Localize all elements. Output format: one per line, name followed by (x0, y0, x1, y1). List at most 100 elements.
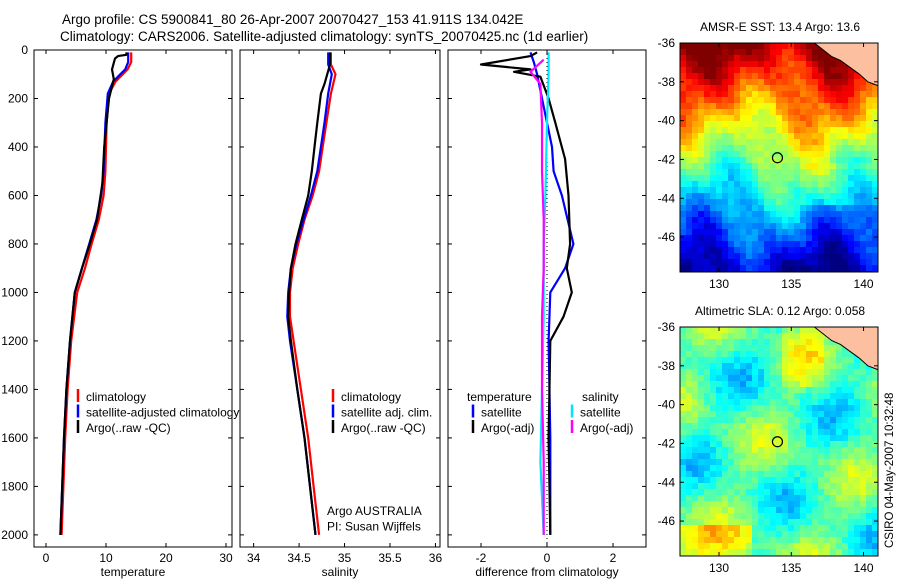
map-cell (848, 543, 854, 549)
map-cell (824, 235, 830, 241)
map-cell (800, 217, 806, 223)
map-cell (800, 199, 806, 205)
map-cell (686, 525, 692, 531)
map-cell (698, 423, 704, 429)
map-cell (842, 139, 848, 145)
map-cell (836, 253, 842, 259)
map-cell (698, 495, 704, 501)
map-cell (812, 411, 818, 417)
map-cell (872, 471, 878, 477)
map-cell (842, 465, 848, 471)
map-cell (704, 73, 710, 79)
map-cell (800, 477, 806, 483)
map-cell (824, 163, 830, 169)
map-cell (794, 109, 800, 115)
map-cell (872, 495, 878, 501)
map-cell (710, 483, 716, 489)
map-cell (686, 453, 692, 459)
map-cell (686, 393, 692, 399)
map-cell (716, 495, 722, 501)
map-cell (716, 405, 722, 411)
map-cell (848, 121, 854, 127)
map-cell (680, 73, 686, 79)
map-cell (854, 253, 860, 259)
map-cell (686, 537, 692, 543)
map-cell (830, 85, 836, 91)
map-cell (818, 369, 824, 375)
map-cell (686, 489, 692, 495)
map-cell (704, 381, 710, 387)
map-cell (800, 513, 806, 519)
map-cell (758, 489, 764, 495)
map-cell (848, 423, 854, 429)
map-cell (830, 519, 836, 525)
map-cell (716, 229, 722, 235)
map-cell (812, 163, 818, 169)
map-cell (830, 157, 836, 163)
map-cell (842, 363, 848, 369)
map-cell (854, 163, 860, 169)
map-cell (824, 465, 830, 471)
map-cell (860, 175, 866, 181)
map-cell (788, 97, 794, 103)
map-cell (866, 235, 872, 241)
map-cell (770, 471, 776, 477)
map-cell (818, 447, 824, 453)
map-cell (824, 253, 830, 259)
map-cell (806, 345, 812, 351)
panel-frame (239, 49, 441, 548)
map-cell (686, 531, 692, 537)
map-cell (854, 519, 860, 525)
map-cell (752, 483, 758, 489)
map-cell (812, 327, 818, 333)
map-cell (794, 429, 800, 435)
map-cell (830, 429, 836, 435)
map-cell (692, 223, 698, 229)
map-y-tick-label: -46 (658, 230, 676, 244)
map-cell (824, 55, 830, 61)
map-cell (710, 175, 716, 181)
map-cell (842, 235, 848, 241)
map-cell (794, 333, 800, 339)
map-cell (692, 549, 698, 555)
map-cell (716, 345, 722, 351)
map-cell (734, 199, 740, 205)
map-cell (770, 163, 776, 169)
map-cell (740, 181, 746, 187)
map-cell (722, 115, 728, 121)
map-cell (710, 223, 716, 229)
map-cell (734, 537, 740, 543)
map-cell (758, 501, 764, 507)
map-cell (854, 471, 860, 477)
map-cell (806, 175, 812, 181)
map-cell (692, 103, 698, 109)
map-cell (818, 339, 824, 345)
map-cell (698, 543, 704, 549)
map-cell (782, 441, 788, 447)
map-cell (818, 345, 824, 351)
map-cell (872, 235, 878, 241)
map-cell (848, 537, 854, 543)
map-cell (842, 507, 848, 513)
map-cell (812, 399, 818, 405)
map-cell (806, 495, 812, 501)
map-cell (680, 447, 686, 453)
map-cell (806, 489, 812, 495)
map-cell (680, 399, 686, 405)
map-cell (686, 217, 692, 223)
map-cell (704, 531, 710, 537)
map-cell (728, 345, 734, 351)
map-cell (770, 205, 776, 211)
map-cell (746, 235, 752, 241)
map-cell (686, 181, 692, 187)
map-cell (698, 247, 704, 253)
map-cell (782, 453, 788, 459)
map-cell (698, 253, 704, 259)
series-line-argo-raw-qc- (287, 52, 332, 536)
map-cell (848, 139, 854, 145)
map-cell (740, 363, 746, 369)
map-cell (764, 205, 770, 211)
map-cell (692, 525, 698, 531)
map-cell (854, 501, 860, 507)
map-cell (758, 247, 764, 253)
